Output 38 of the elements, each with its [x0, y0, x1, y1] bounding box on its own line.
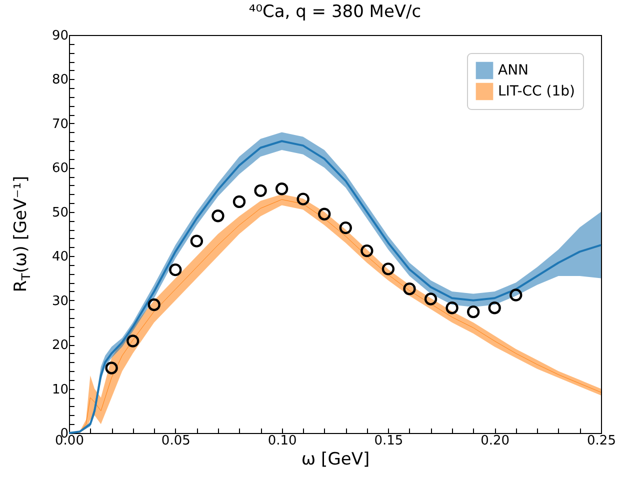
- point: [424, 292, 438, 306]
- point: [105, 362, 118, 374]
- legend-label: ANN: [498, 62, 529, 78]
- x-axis-title: ω [GeV]: [301, 450, 370, 470]
- point: [169, 263, 182, 276]
- y-tick-label: 70: [52, 116, 68, 132]
- x-tick-label: 0.20: [480, 434, 510, 448]
- point: [254, 184, 267, 197]
- point: [403, 282, 416, 296]
- point: [466, 305, 480, 318]
- point: [296, 192, 310, 206]
- point: [212, 210, 224, 222]
- x-tick-label: 0.25: [587, 434, 616, 448]
- point: [360, 244, 374, 258]
- point: [275, 182, 288, 196]
- legend-label: LIT-CC (1b): [498, 84, 575, 100]
- point: [446, 302, 458, 314]
- point: [190, 234, 204, 248]
- y-tick-label: 80: [52, 72, 68, 88]
- point: [126, 334, 140, 348]
- y-tick-label: 40: [52, 250, 68, 265]
- y-tick-label: 90: [52, 28, 68, 44]
- point: [232, 195, 246, 208]
- point: [318, 208, 331, 220]
- point: [382, 262, 395, 276]
- y-tick-label: 50: [52, 205, 68, 220]
- y-tick-label: 60: [52, 161, 68, 176]
- x-tick-label: 0.05: [161, 434, 190, 448]
- x-tick-label: 0.10: [268, 434, 297, 448]
- y-tick-label: 30: [52, 294, 68, 309]
- y-tick-label: 20: [52, 338, 68, 354]
- point: [488, 302, 501, 314]
- point: [148, 298, 160, 312]
- point: [510, 288, 522, 302]
- chart-title: ⁴⁰Ca, q = 380 MeV/c: [248, 2, 422, 22]
- point: [339, 221, 352, 234]
- x-tick-label: 0.15: [374, 434, 404, 448]
- y-tick-label: 10: [52, 382, 68, 398]
